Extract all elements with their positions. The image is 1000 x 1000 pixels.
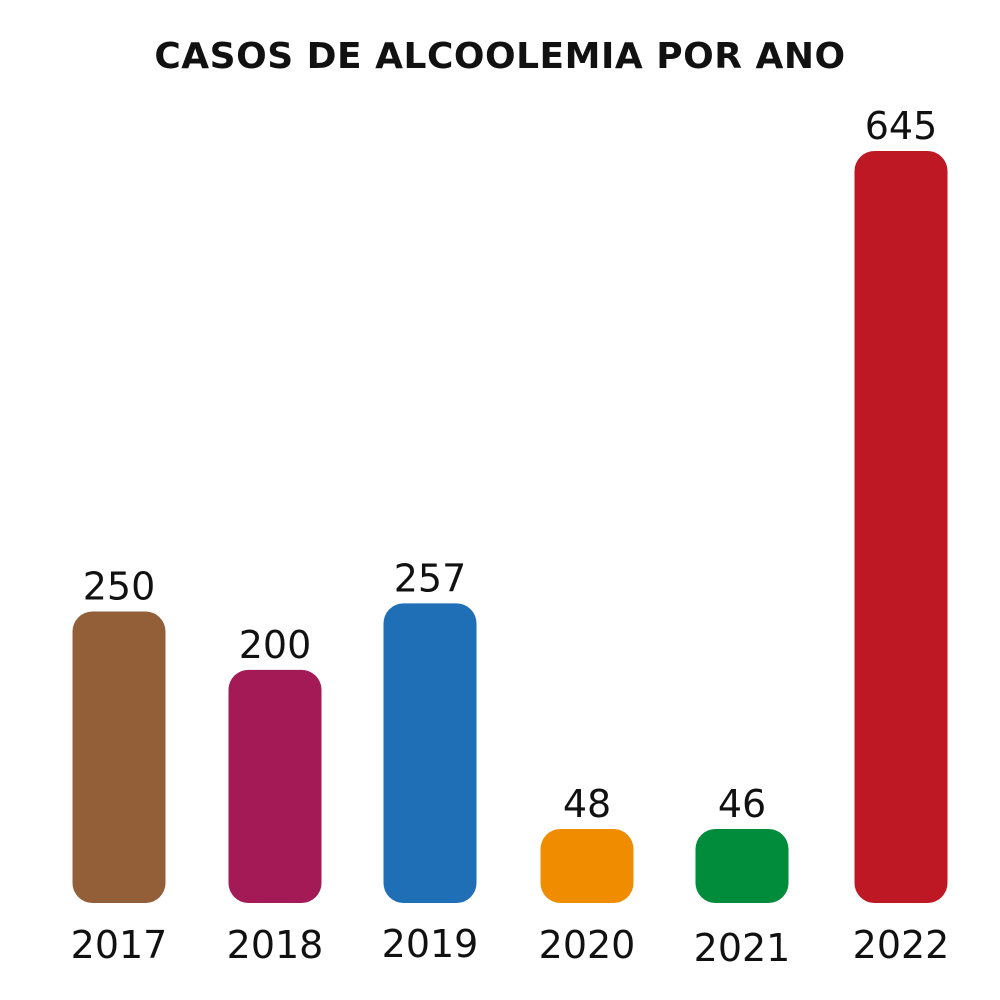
value-label-2021: 46 <box>718 782 766 826</box>
bar-2020 <box>540 829 634 903</box>
bar-2018 <box>228 669 322 903</box>
value-label-2019: 257 <box>394 556 467 600</box>
x-tick-label-2019: 2019 <box>382 922 479 966</box>
x-tick-label-2017: 2017 <box>71 923 168 967</box>
bar-2022 <box>854 151 948 903</box>
bar-2021 <box>695 829 789 903</box>
value-label-2022: 645 <box>865 104 938 148</box>
x-tick-label-2018: 2018 <box>227 923 324 967</box>
bar-2017 <box>72 611 166 903</box>
value-label-2018: 200 <box>239 623 312 667</box>
x-tick-label-2021: 2021 <box>694 926 791 970</box>
value-label-2017: 250 <box>83 565 156 609</box>
value-label-2020: 48 <box>563 782 611 826</box>
x-tick-label-2020: 2020 <box>539 923 636 967</box>
chart-title: CASOS DE ALCOOLEMIA POR ANO <box>154 36 846 77</box>
x-tick-label-2022: 2022 <box>853 923 950 967</box>
bar-2019 <box>383 603 477 903</box>
